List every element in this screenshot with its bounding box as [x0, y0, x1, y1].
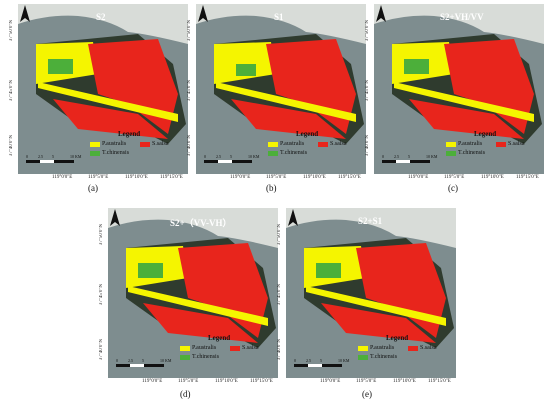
- map-image: [108, 208, 278, 378]
- caption-c: (c): [448, 183, 458, 193]
- lat-label: 37°40'0"N: [9, 135, 14, 157]
- scale-bar: 0 2.5 5 10 KM: [116, 358, 172, 370]
- lat-label: 37°50'0"N: [9, 20, 14, 42]
- map-panel-b: S1 Legend P.australis S.salsa T.chinensi…: [196, 4, 366, 174]
- panel-title: S1: [274, 12, 284, 22]
- lat-label: 37°50'0"N: [365, 20, 370, 42]
- north-arrow-icon: [20, 5, 30, 22]
- lon-label: 119°0'0"E: [52, 175, 73, 180]
- map-panel-a: S2 Legend P.australis S.salsa T.chinensi…: [18, 4, 188, 174]
- legend-item-suaeda: S.salsa: [408, 345, 437, 351]
- lat-label: 37°45'0"N: [9, 80, 14, 102]
- legend: Legend P.australis S.salsa T.chinensis: [266, 130, 356, 162]
- lat-label: 37°40'0"N: [99, 339, 104, 361]
- panel-title: S2+S1: [358, 216, 383, 226]
- map-image: [18, 4, 188, 174]
- legend-item-tamarix: T.chinensis: [268, 150, 307, 156]
- legend-item-reed: P.australis: [180, 345, 216, 351]
- legend-item-suaeda: S.salsa: [230, 345, 259, 351]
- lat-label: 37°45'0"N: [187, 80, 192, 102]
- lat-label: 37°50'0"N: [277, 224, 282, 246]
- lon-label: 119°5'0"E: [88, 175, 109, 180]
- legend-item-tamarix: T.chinensis: [90, 150, 129, 156]
- map-panel-d: S2+（VV-VH） Legend P.australis S.salsa T.…: [108, 208, 278, 378]
- scale-bar: 0 2.5 5 10 KM: [26, 154, 82, 166]
- lat-label: 37°50'0"N: [187, 20, 192, 42]
- north-arrow-icon: [198, 5, 208, 22]
- lat-label: 37°40'0"N: [365, 135, 370, 157]
- lon-label: 119°5'0"E: [444, 175, 465, 180]
- scale-bar: 0 2.5 5 10 KM: [382, 154, 438, 166]
- map-image: [196, 4, 366, 174]
- lat-label: 37°40'0"N: [277, 339, 282, 361]
- legend-title: Legend: [296, 130, 319, 138]
- lon-label: 119°15'0"E: [250, 379, 273, 384]
- lon-label: 119°5'0"E: [356, 379, 377, 384]
- lon-label: 119°10'0"E: [303, 175, 326, 180]
- legend-item-reed: P.australis: [90, 141, 126, 147]
- legend: Legend P.australis S.salsa T.chinensis: [88, 130, 178, 162]
- lon-label: 119°15'0"E: [516, 175, 539, 180]
- lat-label: 37°40'0"N: [187, 135, 192, 157]
- legend-title: Legend: [386, 334, 409, 342]
- legend-title: Legend: [474, 130, 497, 138]
- lat-label: 37°45'0"N: [277, 284, 282, 306]
- lon-label: 119°0'0"E: [408, 175, 429, 180]
- lon-label: 119°10'0"E: [215, 379, 238, 384]
- caption-a: (a): [88, 183, 98, 193]
- lon-label: 119°0'0"E: [142, 379, 163, 384]
- lon-label: 119°10'0"E: [393, 379, 416, 384]
- legend: Legend P.australis S.salsa T.chinensis: [356, 334, 446, 366]
- lat-label: 37°45'0"N: [99, 284, 104, 306]
- legend-item-suaeda: S.salsa: [496, 141, 525, 147]
- scale-bar: 0 2.5 5 10 KM: [294, 358, 350, 370]
- caption-e: (e): [362, 389, 372, 399]
- north-arrow-icon: [110, 209, 120, 226]
- lon-label: 119°0'0"E: [320, 379, 341, 384]
- legend: Legend P.australis S.salsa T.chinensis: [178, 334, 268, 366]
- lon-label: 119°10'0"E: [125, 175, 148, 180]
- map-panel-c: S2+VH/VV Legend P.australis S.salsa T.ch…: [374, 4, 544, 174]
- panel-title: S2+（VV-VH）: [170, 218, 232, 228]
- panel-title: S2+VH/VV: [440, 12, 484, 22]
- map-image: [286, 208, 456, 378]
- legend-item-reed: P.australis: [358, 345, 394, 351]
- caption-d: (d): [180, 389, 191, 399]
- legend-item-reed: P.australis: [446, 141, 482, 147]
- map-panel-e: S2+S1 Legend P.australis S.salsa T.chine…: [286, 208, 456, 378]
- caption-b: (b): [266, 183, 277, 193]
- lat-label: 37°50'0"N: [99, 224, 104, 246]
- lon-label: 119°15'0"E: [160, 175, 183, 180]
- lon-label: 119°10'0"E: [481, 175, 504, 180]
- legend-title: Legend: [118, 130, 141, 138]
- lon-label: 119°5'0"E: [266, 175, 287, 180]
- lon-label: 119°0'0"E: [230, 175, 251, 180]
- north-arrow-icon: [288, 209, 298, 226]
- legend-item-tamarix: T.chinensis: [180, 354, 219, 360]
- legend-item-suaeda: S.salsa: [140, 141, 169, 147]
- legend-title: Legend: [208, 334, 231, 342]
- legend-item-suaeda: S.salsa: [318, 141, 347, 147]
- legend-item-tamarix: T.chinensis: [358, 354, 397, 360]
- legend-item-reed: P.australis: [268, 141, 304, 147]
- lon-label: 119°15'0"E: [428, 379, 451, 384]
- legend: Legend P.australis S.salsa T.chinensis: [444, 130, 534, 162]
- scale-bar: 0 2.5 5 10 KM: [204, 154, 260, 166]
- map-image: [374, 4, 544, 174]
- north-arrow-icon: [376, 5, 386, 22]
- lon-label: 119°15'0"E: [338, 175, 361, 180]
- panel-title: S2: [96, 12, 106, 22]
- legend-item-tamarix: T.chinensis: [446, 150, 485, 156]
- lon-label: 119°5'0"E: [178, 379, 199, 384]
- lat-label: 37°45'0"N: [365, 80, 370, 102]
